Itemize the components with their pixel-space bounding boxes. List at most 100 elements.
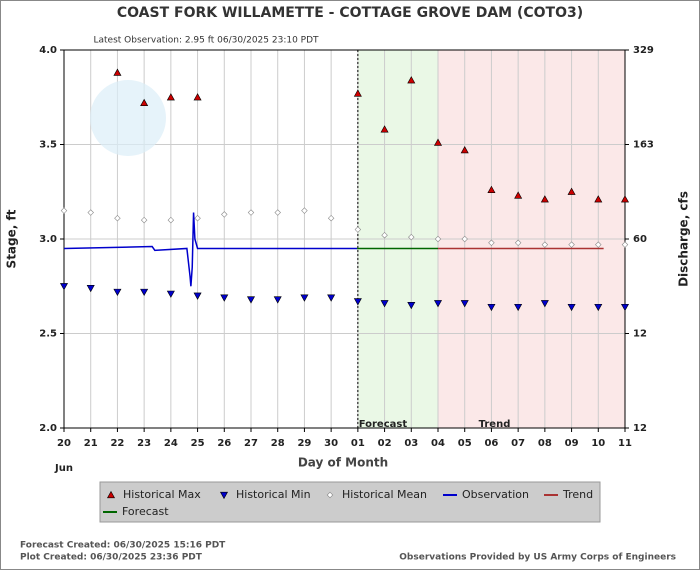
max-marker [166, 93, 175, 101]
footer-forecast: Forecast Created: 06/30/2025 15:16 PDT [20, 541, 226, 551]
mean-marker [301, 207, 308, 214]
x-tick-label: 26 [217, 438, 231, 449]
y2-axis-label: Discharge, cfs [677, 191, 691, 287]
min-marker [514, 303, 523, 312]
min-marker [353, 298, 362, 306]
y-tick-label: 3.0 [39, 234, 57, 245]
y2-tick-label: 329 [633, 45, 654, 56]
y2-tick-label: 12 [633, 423, 647, 434]
x-tick-label: 08 [538, 438, 552, 449]
max-marker [380, 125, 389, 133]
max-marker [407, 76, 416, 84]
x-tick-label: 10 [591, 438, 605, 449]
mean-marker [488, 239, 495, 247]
legend-label: Historical Max [123, 488, 201, 501]
min-marker [460, 300, 469, 308]
x-tick-label: 06 [484, 438, 498, 449]
max-marker [353, 89, 362, 97]
min-marker [193, 292, 202, 300]
x-axis-label: Day of Month [298, 456, 388, 470]
logo [90, 80, 166, 156]
x-tick-label: 04 [431, 438, 445, 449]
x-tick-label: 21 [84, 438, 98, 449]
max-marker [594, 195, 603, 203]
x-tick-label: 29 [297, 438, 311, 449]
x-tick-label: 22 [110, 438, 124, 449]
max-marker [460, 146, 469, 154]
x-month-label: Jun [54, 463, 73, 474]
mean-marker [514, 239, 522, 247]
max-marker [433, 138, 443, 146]
min-marker [59, 283, 69, 291]
max-marker [567, 187, 576, 195]
legend-label: Forecast [122, 505, 169, 518]
region-label: Forecast [359, 419, 408, 430]
min-marker [166, 290, 175, 298]
x-tick-label: 11 [618, 438, 632, 449]
min-marker [113, 288, 122, 297]
min-marker [407, 302, 416, 310]
min-marker [433, 300, 443, 308]
min-marker [300, 294, 309, 302]
legend-label: Trend [562, 488, 593, 501]
y2-tick-label: 60 [633, 234, 647, 245]
x-tick-label: 09 [565, 438, 579, 449]
x-tick-label: 24 [164, 438, 178, 449]
x-tick-label: 02 [378, 438, 392, 449]
x-tick-label: 03 [404, 438, 418, 449]
subtitle: Latest Observation: 2.95 ft 06/30/2025 2… [93, 36, 319, 46]
min-marker [220, 294, 229, 302]
footer-credit: Observations Provided by US Army Corps o… [399, 553, 676, 563]
mean-marker [461, 235, 468, 243]
min-marker [620, 303, 630, 312]
mean-marker [114, 214, 121, 222]
mean-marker [167, 216, 175, 224]
y2-tick-label: 12 [633, 329, 647, 340]
x-tick-label: 01 [351, 438, 365, 449]
legend-box [99, 481, 601, 523]
min-marker [594, 303, 603, 312]
mean-marker [327, 214, 335, 222]
mean-marker [381, 231, 388, 239]
min-marker [487, 303, 496, 312]
x-tick-label: 05 [458, 438, 472, 449]
y-tick-label: 2.0 [39, 423, 57, 434]
max-marker [106, 490, 116, 499]
y-axis-label: Stage, ft [5, 209, 19, 268]
mean-marker [87, 209, 94, 216]
min-marker [246, 296, 256, 304]
legend-label: Historical Min [236, 488, 311, 501]
min-marker [327, 294, 336, 302]
min-marker [86, 285, 95, 293]
min-marker [380, 300, 389, 308]
legend-label: Observation [462, 488, 529, 501]
x-tick-label: 25 [191, 438, 205, 449]
mean-marker [621, 241, 629, 248]
max-marker [620, 195, 630, 203]
y2-tick-label: 163 [633, 140, 654, 151]
mean-marker [140, 216, 148, 224]
mean-marker [221, 211, 228, 218]
mean-marker [326, 491, 334, 499]
x-tick-label: 27 [244, 438, 258, 449]
max-marker [514, 191, 523, 199]
mean-marker [595, 241, 602, 248]
mean-marker [274, 209, 281, 216]
x-tick-label: 07 [511, 438, 525, 449]
mean-marker [541, 241, 549, 248]
min-marker [540, 300, 549, 308]
max-marker [113, 68, 122, 76]
mean-marker [247, 209, 255, 216]
mean-marker [568, 241, 575, 248]
region-label: Trend [479, 419, 511, 430]
plot-border [63, 49, 626, 429]
x-tick-label: 23 [137, 438, 151, 449]
x-tick-label: 30 [324, 438, 338, 449]
mean-marker [434, 235, 442, 243]
mean-marker [408, 233, 415, 241]
mean-marker [194, 214, 201, 222]
min-marker [273, 296, 282, 304]
legend-label: Historical Mean [342, 488, 427, 501]
chart-title: COAST FORK WILLAMETTE - COTTAGE GROVE DA… [117, 5, 583, 21]
